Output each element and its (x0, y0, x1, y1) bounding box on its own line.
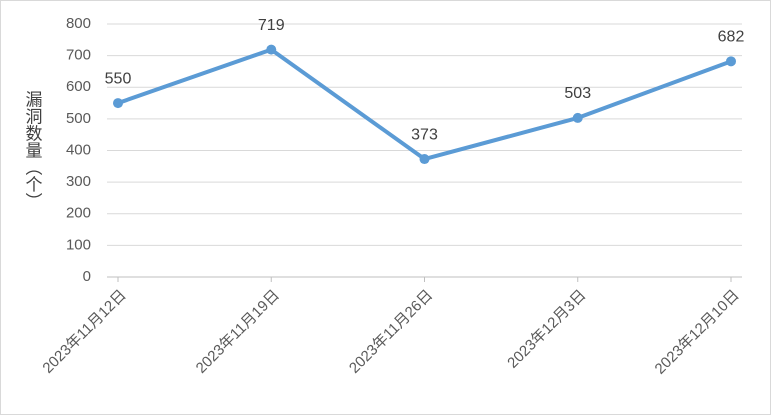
y-tick-label: 600 (66, 78, 91, 95)
point (726, 56, 736, 67)
y-tick-label: 0 (83, 268, 91, 285)
y-tick-label: 100 (66, 236, 91, 253)
data-label: 373 (411, 126, 438, 143)
point (266, 44, 277, 55)
y-tick-label: 200 (66, 205, 91, 222)
data-label: 550 (105, 70, 132, 87)
y-tick-label: 800 (66, 15, 91, 32)
data-label: 503 (564, 85, 591, 102)
point (419, 154, 430, 165)
data-label: 719 (258, 17, 285, 34)
y-tick-label: 500 (66, 110, 91, 127)
y-tick-label: 700 (66, 47, 91, 64)
point (572, 112, 583, 123)
data-label: 682 (718, 29, 745, 46)
y-tick-label: 300 (66, 173, 91, 190)
point (113, 98, 123, 109)
y-axis-label: 漏洞数量（个） (23, 90, 43, 209)
y-tick-label: 400 (66, 141, 91, 158)
